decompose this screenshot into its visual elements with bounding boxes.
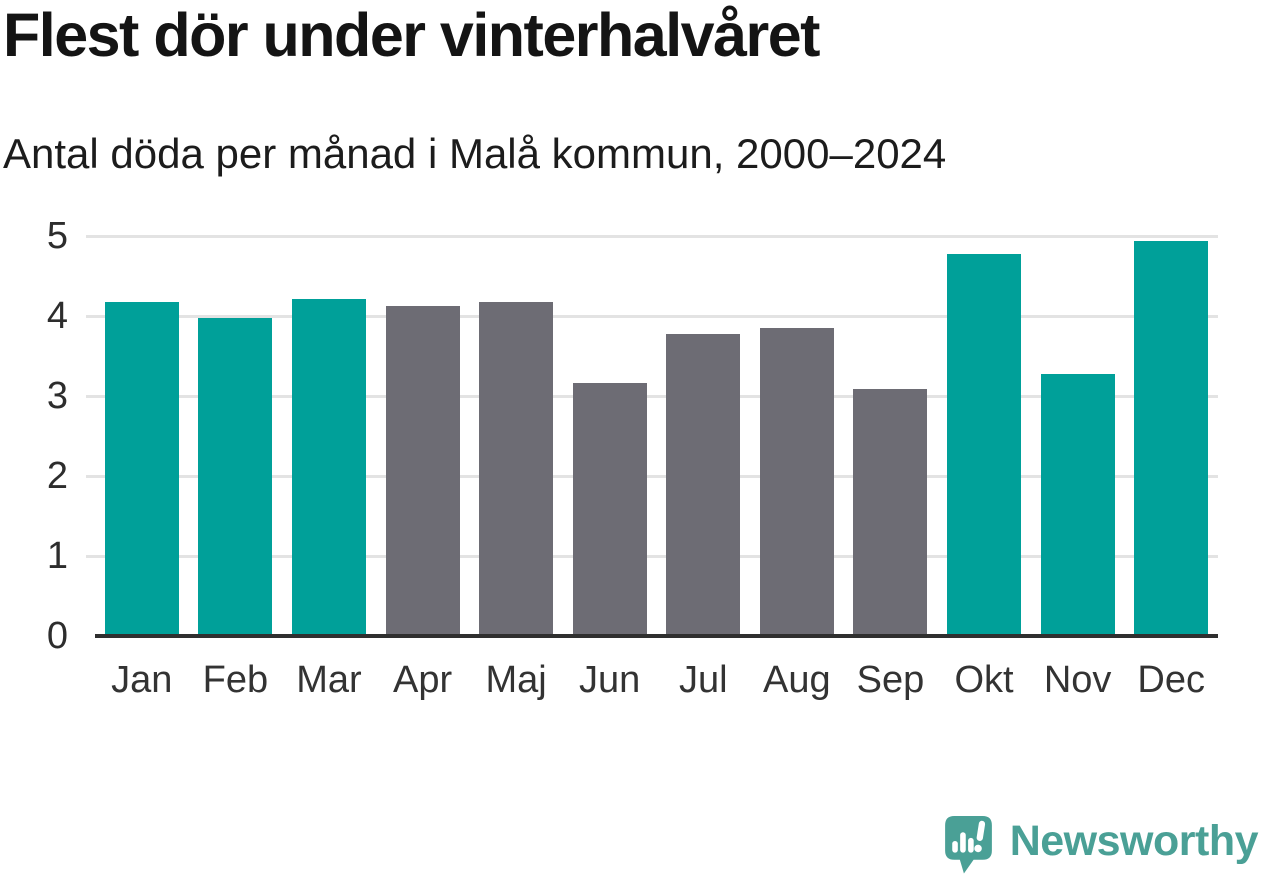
y-axis-tick-label: 0: [46, 615, 68, 657]
chart-subtitle: Antal döda per månad i Malå kommun, 2000…: [3, 130, 947, 177]
bar-chart-exclamation-bubble-icon: [943, 814, 994, 875]
x-axis-tick-label-jan: Jan: [111, 659, 173, 701]
y-axis-tick-label: 3: [46, 375, 68, 417]
gridline-y5: [86, 235, 1218, 238]
bar-apr: [385, 306, 460, 636]
bar-feb: [198, 318, 273, 636]
x-axis-line: [95, 634, 1218, 638]
x-axis-tick-label-apr: Apr: [392, 659, 453, 701]
bar-okt: [947, 253, 1022, 636]
x-axis-tick-label-mar: Mar: [296, 659, 362, 701]
y-axis-tick-label: 5: [46, 215, 68, 257]
bar-jun: [572, 383, 647, 636]
chart-title: Flest dör under vinterhalvåret: [3, 1, 821, 69]
bar-sep: [853, 388, 928, 636]
gridline-y4: [86, 315, 1218, 318]
y-axis-tick-label: 2: [46, 455, 68, 497]
bar-jul: [666, 334, 741, 636]
bar-maj: [479, 302, 554, 636]
x-axis-tick-label-nov: Nov: [1043, 659, 1112, 701]
gridline-y3: [86, 395, 1218, 398]
x-axis-tick-label-jun: Jun: [579, 659, 641, 701]
x-axis-tick-label-aug: Aug: [763, 659, 831, 701]
x-axis-tick-label-feb: Feb: [202, 659, 269, 701]
bar-mar: [291, 299, 366, 636]
x-axis-tick-label-sep: Sep: [856, 659, 925, 701]
x-axis-tick-label-okt: Okt: [954, 659, 1014, 701]
bar-jan: [104, 302, 179, 636]
x-axis-tick-label-jul: Jul: [679, 659, 728, 701]
bar-aug: [759, 328, 834, 636]
y-axis-tick-label: 4: [46, 295, 68, 337]
x-axis-tick-label-dec: Dec: [1137, 659, 1205, 701]
gridline-y1: [86, 555, 1218, 558]
x-axis-tick-label-maj: Maj: [485, 659, 547, 701]
gridline-y2: [86, 475, 1218, 478]
bar-nov: [1040, 373, 1115, 636]
brand-footer: Newsworthy: [943, 814, 1259, 875]
bar-dec: [1134, 240, 1209, 636]
y-axis-tick-label: 1: [46, 535, 68, 577]
brand-name: Newsworthy: [1009, 817, 1259, 865]
